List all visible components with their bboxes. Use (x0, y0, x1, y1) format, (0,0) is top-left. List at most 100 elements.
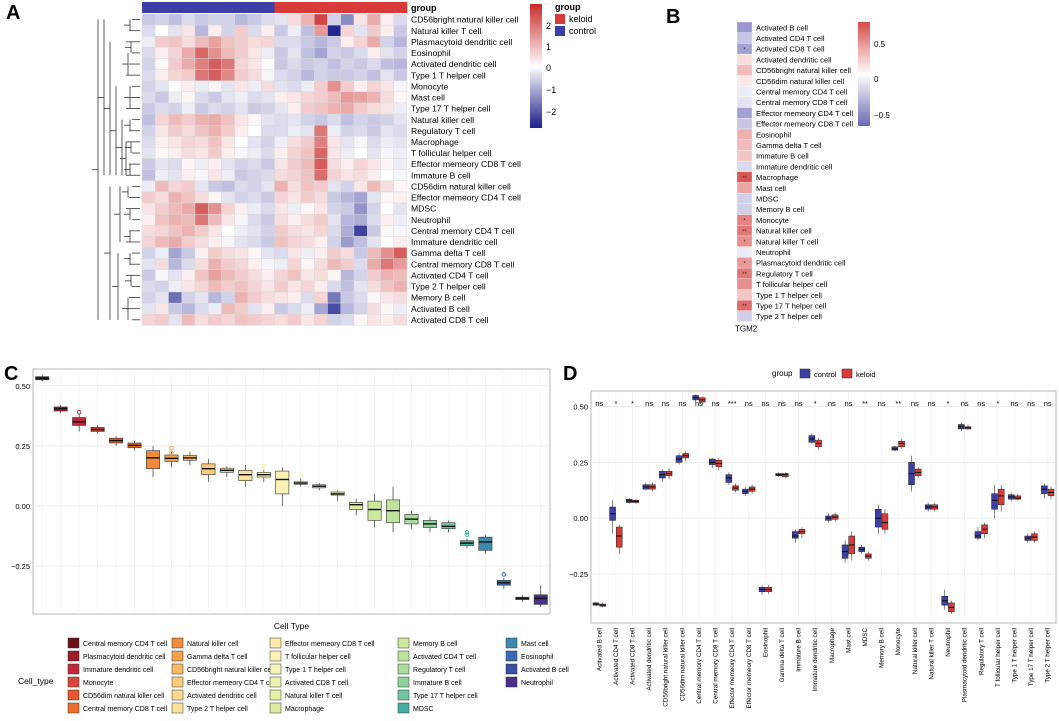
heatmap-cell (380, 58, 394, 70)
heatmap-cell (274, 47, 288, 59)
heatmap-cell (367, 191, 381, 204)
heatmap-cell (353, 113, 368, 126)
heatmap-cell (353, 202, 368, 215)
heatmap-cell (168, 225, 182, 237)
heatmap-cell (340, 124, 355, 137)
heatmap-cell (141, 124, 156, 137)
heatmap-cell (367, 314, 381, 326)
heatmap-cell (300, 80, 315, 93)
heatmap-cell (221, 225, 235, 237)
heatmap-cell (380, 80, 394, 93)
heatmap-cell (247, 291, 262, 304)
heatmap-cell (181, 69, 196, 81)
corr-row-label: Effector memeory CD8 T cell (756, 120, 853, 129)
heatmap-cell (327, 13, 341, 26)
heatmap-cell (314, 180, 328, 193)
group-bar-label: group (411, 3, 437, 13)
heatmap-cell (340, 13, 355, 26)
significance-label: ** (895, 399, 901, 408)
heatmap-cell (300, 202, 315, 215)
significance-label: * (947, 399, 950, 408)
heatmap-cell (234, 191, 249, 204)
heatmap-cell (194, 191, 209, 204)
heatmap-cell (393, 191, 408, 204)
legend-entry: Central memory CD4 T cell (83, 641, 168, 648)
heatmap-cell (274, 158, 288, 170)
heatmap-cell (261, 47, 275, 59)
heatmap-cell (287, 124, 302, 137)
heatmap-cell (353, 24, 368, 37)
heatmap-cell (181, 258, 196, 270)
heatmap-cell (367, 302, 381, 315)
row-label: Regulatory T cell (411, 126, 475, 136)
row-label: Effector memeory CD8 T cell (411, 159, 521, 169)
heatmap-cell (208, 36, 222, 48)
significance-label: ns (795, 399, 803, 408)
corr-x-label: TGM2 (735, 325, 758, 334)
heatmap-cell (340, 169, 355, 181)
heatmap-cell (287, 136, 302, 148)
box-outlier (501, 572, 507, 577)
heatmap-cell (287, 47, 302, 59)
heatmap-cell (221, 302, 235, 315)
heatmap-cell (194, 102, 209, 115)
heatmap-cell (234, 80, 249, 93)
heatmap-cell (327, 136, 341, 148)
heatmap-cell (168, 302, 182, 315)
heatmap-cell (181, 113, 196, 126)
heatmap-cell (141, 80, 156, 93)
heatmap-cell (287, 302, 302, 315)
heatmap-cell (287, 147, 302, 159)
heatmap-cell (181, 58, 196, 70)
heatmap-cell (208, 102, 222, 115)
x-tick-label: Mast cell (845, 628, 852, 653)
legend-entry: Activated CD8 T cell (285, 680, 349, 687)
legend-entry: Macrophage (285, 706, 324, 713)
heatmap-cell (221, 314, 235, 326)
group-bar-cell (208, 2, 222, 13)
corr-row-label: Type 2 T helper cell (756, 312, 822, 321)
heatmap-cell (380, 247, 394, 259)
heatmap-cell (221, 280, 235, 293)
group-bar-cell (340, 2, 355, 13)
heatmap-cell (247, 102, 262, 115)
heatmap-cell (155, 124, 169, 137)
heatmap-cell (314, 225, 328, 237)
heatmap-cell (155, 202, 169, 215)
heatmap-cell (141, 213, 156, 226)
heatmap-cell (247, 302, 262, 315)
heatmap-cell (287, 13, 302, 26)
heatmap-cell (155, 47, 169, 59)
group-bar-cell (301, 2, 315, 13)
heatmap-cell (168, 80, 182, 93)
heatmap-cell (181, 47, 196, 59)
heatmap-cell (340, 202, 355, 215)
heatmap-cell (287, 247, 302, 259)
heatmap-cell (221, 180, 235, 193)
heatmap-cell (393, 124, 408, 137)
heatmap-cell (300, 291, 315, 304)
significance-label: ns (778, 399, 786, 408)
heatmap-cell (327, 280, 341, 293)
panel-letter-a: A (6, 2, 21, 24)
box-outlier (76, 409, 82, 415)
heatmap-cell (300, 69, 315, 81)
heatmap-cell (194, 24, 209, 37)
heatmap-cell (141, 236, 156, 248)
heatmap-cell (393, 269, 408, 282)
x-tick-label: Activated CD8 T cell (630, 628, 637, 685)
heatmap-cell (194, 291, 209, 304)
corr-cell (736, 32, 753, 44)
heatmap-cell (181, 236, 196, 248)
heatmap-cell (367, 213, 381, 226)
significance-label: ns (745, 399, 753, 408)
legend-entry: T follicular helper cell (285, 654, 351, 661)
heatmap-cell (168, 113, 182, 126)
heatmap-cell (141, 302, 156, 315)
heatmap-cell (261, 13, 275, 26)
heatmap-cell (194, 258, 209, 270)
heatmap-cell (208, 91, 222, 104)
heatmap-cell (234, 47, 249, 59)
heatmap-cell (155, 291, 169, 304)
heatmap-cell (155, 113, 169, 126)
